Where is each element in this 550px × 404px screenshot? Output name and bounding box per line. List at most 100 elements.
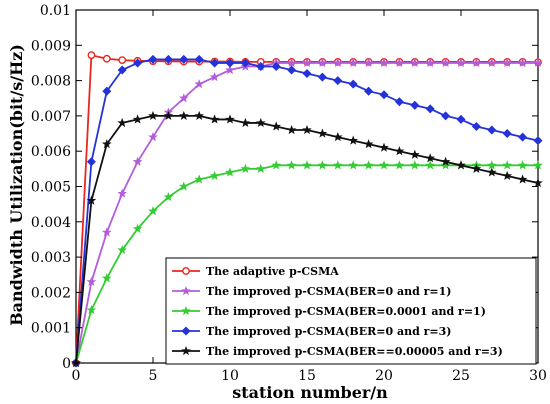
data-point: [317, 57, 328, 68]
data-point: [101, 227, 112, 237]
data-point: [332, 132, 343, 142]
data-point: [440, 160, 451, 170]
data-point: [379, 160, 389, 170]
legend-label: The improved p-CSMA(BER=0.0001 and r=1): [206, 305, 486, 318]
data-point: [286, 57, 297, 68]
data-point: [364, 86, 374, 96]
data-point: [101, 139, 112, 149]
x-tick-label: 0: [72, 368, 81, 384]
y-tick-label: 0.008: [31, 74, 71, 90]
data-point: [486, 57, 497, 68]
y-tick-label: 0: [62, 356, 71, 372]
data-point: [148, 206, 158, 216]
data-point: [486, 160, 497, 170]
data-point: [456, 114, 466, 124]
data-point: [148, 110, 158, 120]
legend-label: The improved p-CSMA(BER==0.00005 and r=3…: [206, 345, 503, 358]
data-point: [87, 51, 96, 60]
data-point: [287, 65, 297, 75]
data-point: [456, 160, 466, 170]
data-point: [194, 54, 204, 64]
legend-marker: [181, 305, 191, 316]
data-point: [363, 57, 374, 68]
data-point: [194, 110, 205, 120]
x-tick-label: 10: [221, 368, 239, 384]
data-point: [163, 192, 174, 202]
data-point: [178, 93, 189, 103]
data-point: [533, 57, 543, 68]
data-point: [179, 54, 189, 64]
data-point: [456, 57, 466, 68]
data-point: [86, 304, 97, 315]
data-point: [148, 54, 158, 64]
legend-entry: The improved p-CSMA(BER=0.0001 and r=1): [172, 305, 486, 318]
data-point: [441, 111, 451, 121]
legend-box: [165, 257, 537, 365]
legend: The adaptive p-CSMA The improved p-CSMA(B…: [165, 257, 537, 365]
data-point: [225, 167, 235, 177]
data-point: [117, 188, 128, 198]
series-3: [71, 54, 543, 368]
data-point: [102, 86, 112, 96]
legend-marker: [181, 285, 191, 296]
data-point: [533, 160, 543, 170]
data-point: [163, 110, 174, 120]
data-point: [118, 56, 127, 65]
y-tick-label: 0.002: [31, 285, 71, 301]
data-point: [363, 139, 374, 149]
data-point: [533, 136, 543, 146]
data-point: [533, 177, 543, 188]
data-point: [86, 276, 97, 286]
data-point: [286, 124, 297, 135]
data-point: [409, 149, 420, 159]
data-point: [148, 132, 158, 142]
data-point: [471, 57, 482, 68]
data-point: [178, 110, 189, 120]
legend-label: The improved p-CSMA(BER=0 and r=3): [206, 325, 451, 338]
x-tick-label: 25: [452, 368, 470, 384]
data-point: [102, 54, 111, 63]
data-point: [348, 135, 359, 145]
data-point: [302, 57, 312, 68]
legend-marker: [181, 326, 191, 336]
data-point: [117, 244, 128, 255]
data-point: [194, 79, 205, 89]
data-point: [332, 160, 343, 170]
data-point: [132, 114, 143, 124]
data-point: [487, 125, 497, 135]
data-point: [394, 160, 405, 170]
data-point: [117, 117, 128, 128]
data-point: [255, 163, 266, 173]
data-point: [286, 160, 297, 170]
data-point: [302, 69, 312, 79]
data-point: [410, 100, 420, 110]
legend-marker: [182, 267, 190, 275]
x-tick-label: 5: [149, 368, 158, 384]
data-point: [271, 61, 281, 71]
data-point: [225, 58, 235, 68]
data-point: [425, 160, 436, 170]
axes-layer: 0 5 10 15 20 25 30 0 0.001 0.002 0.003 0.004 0.005 0.…: [31, 3, 547, 384]
data-point: [132, 156, 143, 166]
y-tick-label: 0.004: [31, 215, 71, 231]
data-point: [132, 223, 143, 233]
legend-label: The adaptive p-CSMA: [206, 265, 339, 278]
data-point: [518, 132, 528, 142]
data-point: [394, 97, 404, 107]
data-point: [394, 57, 405, 68]
y-tick-label: 0.01: [40, 3, 71, 19]
data-point: [409, 160, 420, 170]
data-point: [240, 163, 251, 173]
data-point: [379, 142, 389, 152]
data-point: [517, 57, 528, 68]
data-point: [86, 195, 97, 205]
y-tick-label: 0.001: [31, 321, 71, 337]
data-point: [302, 160, 312, 170]
data-point: [425, 104, 435, 114]
data-point: [425, 57, 436, 68]
data-point: [133, 58, 143, 68]
data-point: [394, 146, 405, 156]
data-point: [502, 160, 513, 170]
x-tick-label: 20: [375, 368, 393, 384]
